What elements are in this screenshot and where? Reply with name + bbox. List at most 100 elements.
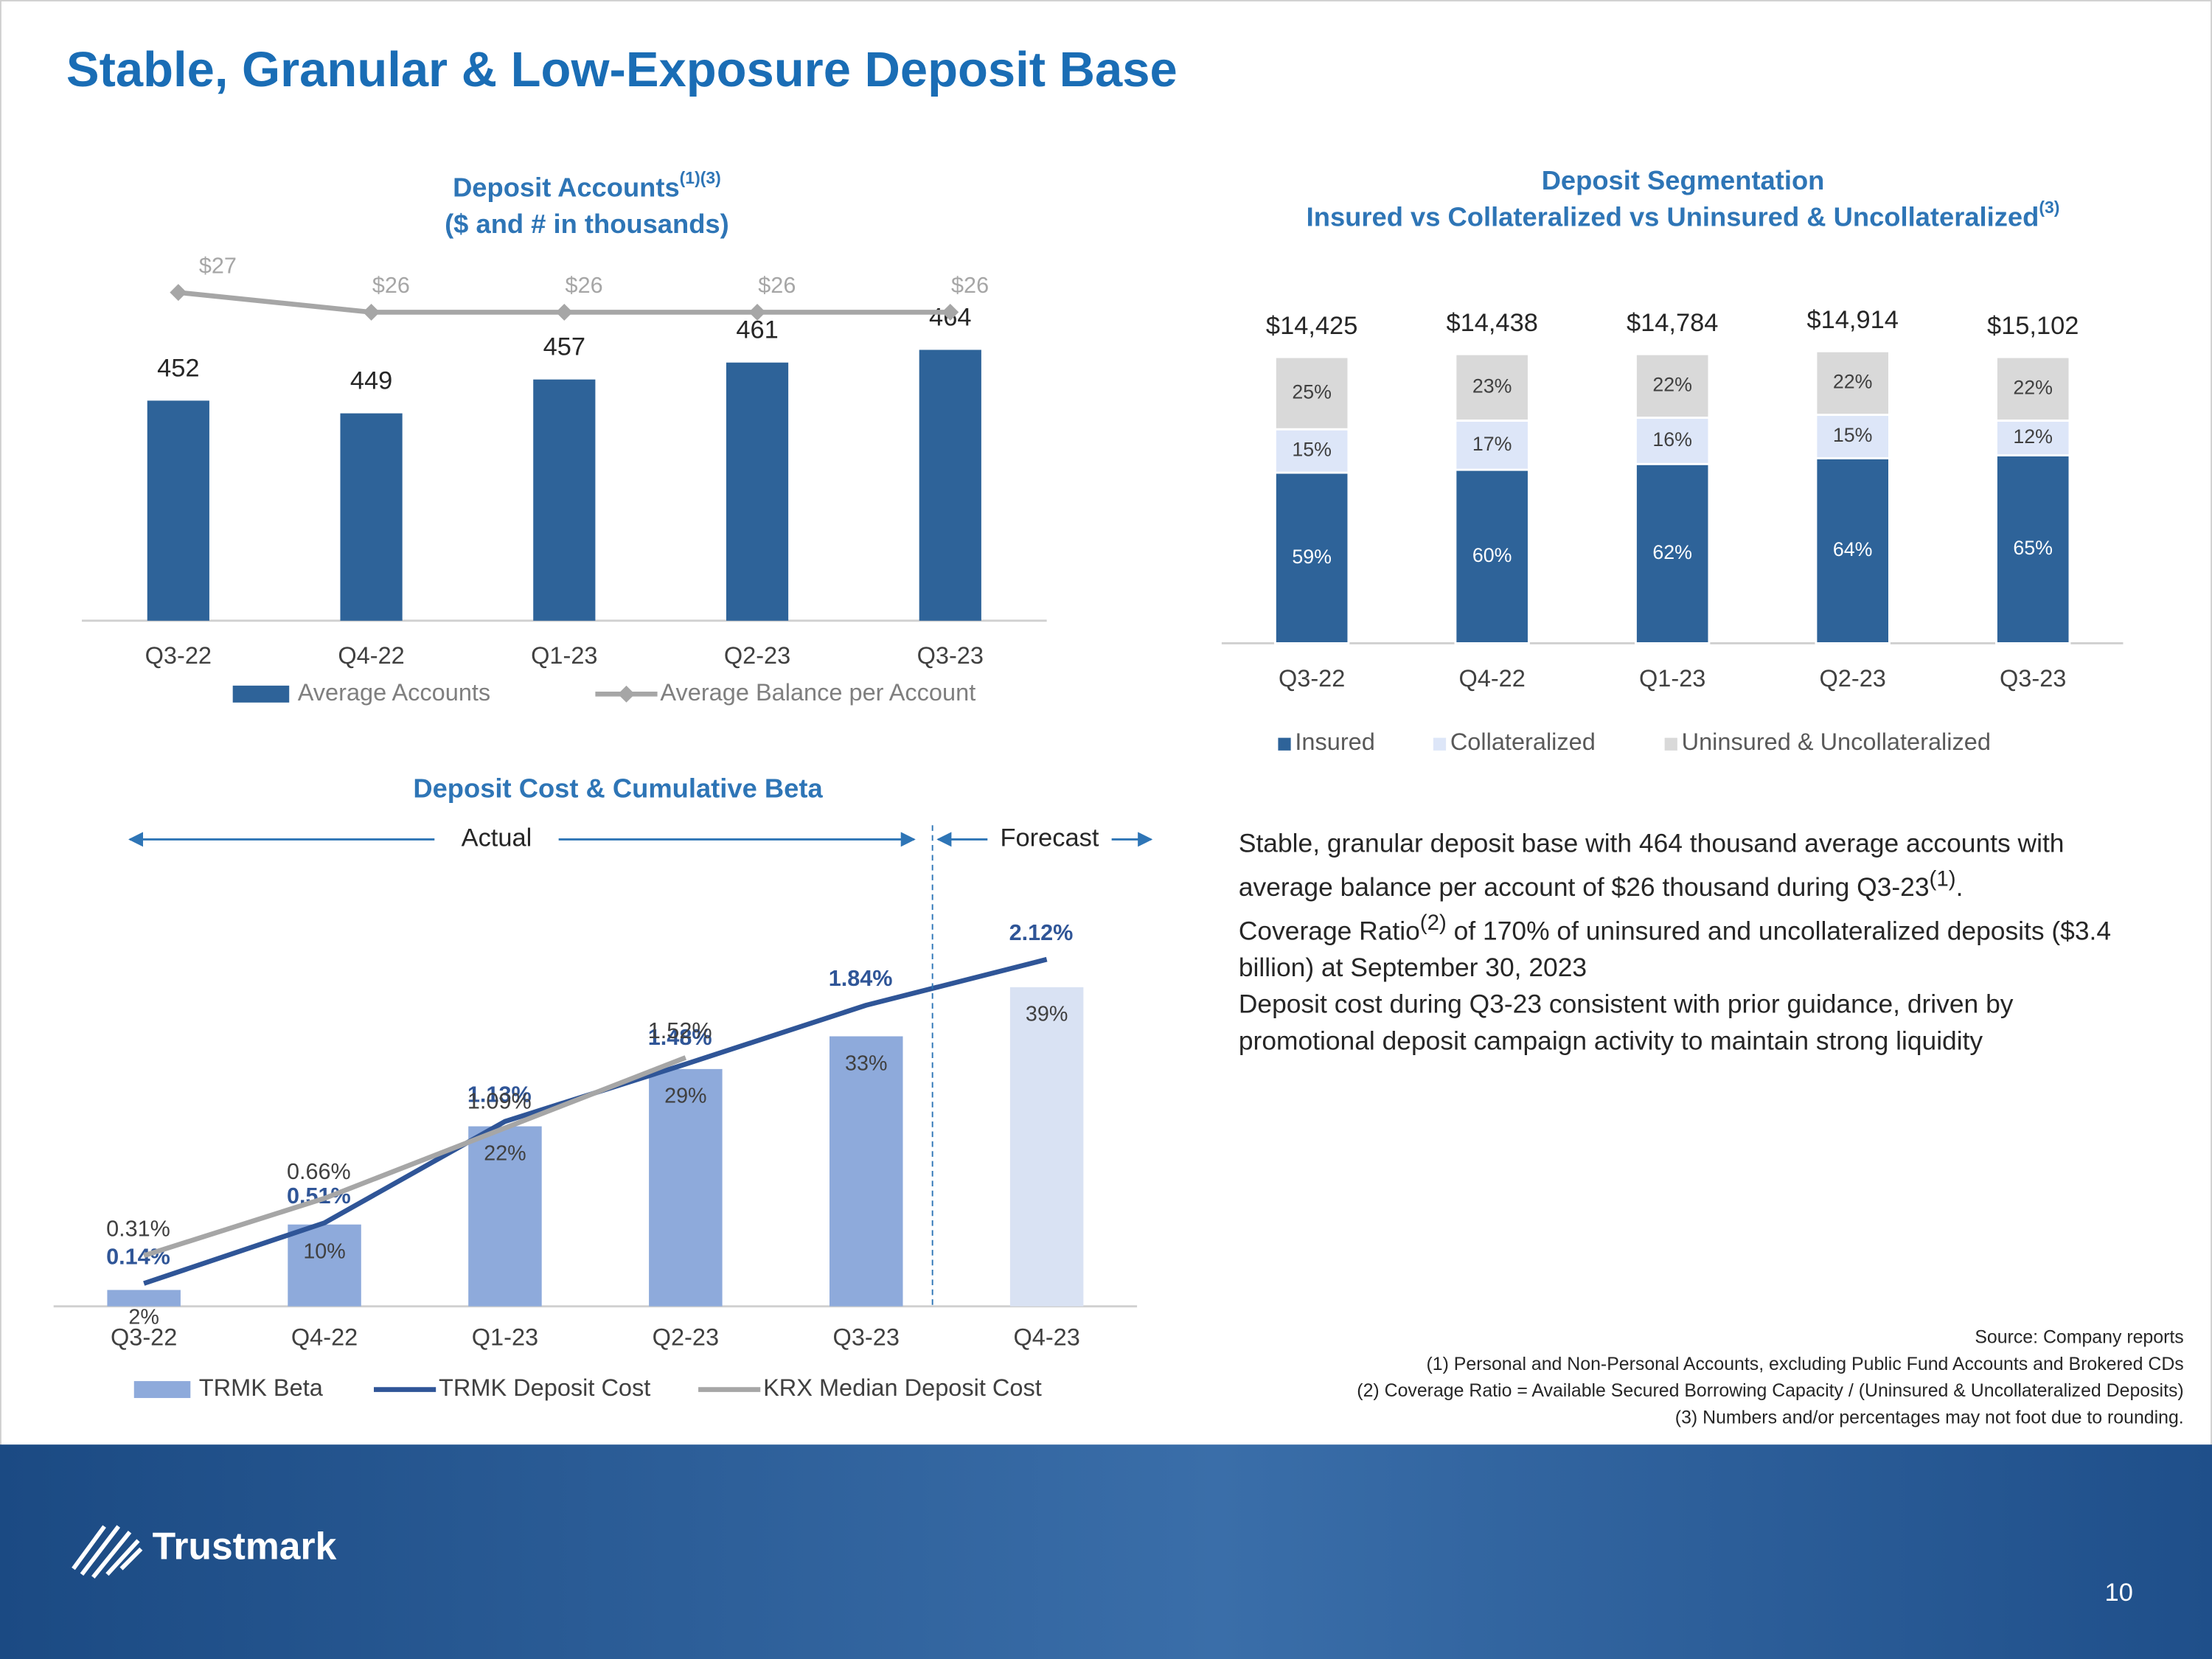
segment-label: 62% bbox=[1652, 541, 1692, 563]
line-value-label: $26 bbox=[566, 273, 603, 298]
slide-title: Stable, Granular & Low-Exposure Deposit … bbox=[66, 42, 1178, 97]
footnote: (2) Coverage Ratio = Available Secured B… bbox=[1357, 1380, 2184, 1401]
x-tick-label: Q3-23 bbox=[917, 642, 984, 669]
x-tick-label: Q4-22 bbox=[291, 1324, 358, 1350]
bullet-note: (1) bbox=[1929, 867, 1956, 892]
chart-title-text: Deposit Accounts bbox=[453, 172, 680, 202]
chart-subtitle-text: ($ and # in thousands) bbox=[445, 209, 729, 239]
line-value-label: $26 bbox=[372, 273, 410, 298]
line-value-label: 1.13% bbox=[467, 1082, 532, 1107]
bar bbox=[829, 1036, 903, 1307]
bullet-text: of 170% of uninsured and uncollateralize… bbox=[1238, 916, 2112, 983]
bar bbox=[533, 379, 596, 621]
bar-segment bbox=[1995, 420, 2071, 456]
line-series bbox=[143, 1055, 687, 1259]
legend-swatch bbox=[1433, 737, 1447, 751]
line-value-label: $26 bbox=[758, 273, 796, 298]
line-value-label: 1.84% bbox=[829, 966, 893, 991]
bar-value-label: 33% bbox=[845, 1051, 887, 1075]
bar-segment bbox=[1273, 471, 1350, 644]
x-tick-label: Q1-23 bbox=[472, 1324, 538, 1350]
bar-segment bbox=[1454, 468, 1530, 644]
bar-value-label: 449 bbox=[350, 367, 392, 395]
x-tick-label: Q4-22 bbox=[1458, 665, 1525, 692]
x-tick-label: Q1-23 bbox=[531, 642, 597, 669]
annotation: Actual bbox=[462, 824, 532, 852]
bar bbox=[107, 1290, 181, 1307]
line-value-label: 2.12% bbox=[1009, 920, 1074, 945]
total-label: $14,425 bbox=[1266, 312, 1357, 340]
bar-segment bbox=[1634, 462, 1711, 644]
footnote: (3) Numbers and/or percentages may not f… bbox=[1674, 1406, 2184, 1428]
bar bbox=[288, 1224, 361, 1307]
x-tick-label: Q3-23 bbox=[2000, 665, 2066, 692]
total-label: $14,438 bbox=[1446, 309, 1537, 337]
total-label: $14,784 bbox=[1627, 309, 1718, 337]
line-value-label: $27 bbox=[199, 253, 237, 278]
bullet-text: Stable, granular deposit base with 464 t… bbox=[1238, 828, 2065, 902]
bullet-text: . bbox=[1955, 872, 1964, 902]
segment-label: 22% bbox=[1652, 373, 1692, 395]
annotation: Forecast bbox=[1001, 824, 1099, 852]
bar-value-label: 2% bbox=[128, 1305, 159, 1329]
line-value-label: 1.52% bbox=[648, 1018, 712, 1043]
footnotes: Source: Company reports (1) Personal and … bbox=[1168, 1324, 2184, 1430]
bullet-text: Deposit cost during Q3-23 consistent wit… bbox=[1238, 989, 2014, 1056]
segment-label: 59% bbox=[1292, 546, 1332, 568]
segment-label: 16% bbox=[1652, 428, 1692, 451]
bar bbox=[468, 1126, 542, 1307]
chart-subtitle-note: (3) bbox=[2039, 198, 2059, 217]
segment-label: 15% bbox=[1833, 424, 1873, 446]
x-tick-label: Q4-22 bbox=[338, 642, 404, 669]
bar bbox=[1009, 987, 1084, 1307]
bullet: Stable, granular deposit base with 464 t… bbox=[1239, 825, 2141, 905]
bar-value-label: 452 bbox=[157, 354, 199, 382]
bullet: Deposit cost during Q3-23 consistent wit… bbox=[1239, 987, 2141, 1060]
bar bbox=[726, 362, 789, 621]
bullet-note: (2) bbox=[1419, 911, 1447, 936]
bar-segment bbox=[1815, 414, 1891, 459]
chart-title-text: Deposit Segmentation bbox=[1542, 164, 1825, 195]
segment-label: 25% bbox=[1292, 380, 1332, 403]
bar-value-label: 39% bbox=[1026, 1003, 1068, 1026]
logo-text: Trustmark bbox=[153, 1524, 337, 1567]
bar bbox=[649, 1068, 723, 1307]
x-tick-label: Q2-23 bbox=[724, 642, 790, 669]
footnote: (1) Personal and Non-Personal Accounts, … bbox=[1426, 1352, 2184, 1374]
bullet-text: Coverage Ratio bbox=[1238, 916, 1420, 946]
legend-swatch bbox=[232, 685, 290, 703]
line-value-label: $26 bbox=[951, 273, 989, 298]
legend-swatch bbox=[1664, 737, 1677, 751]
bullet: Coverage Ratio(2) of 170% of uninsured a… bbox=[1239, 906, 2141, 987]
segment-label: 22% bbox=[2013, 376, 2053, 398]
chart-subtitle: Insured vs Collateralized vs Uninsured &… bbox=[1307, 198, 2060, 232]
bar-segment bbox=[1995, 454, 2071, 644]
segment-label: 65% bbox=[2013, 537, 2053, 559]
chart-subtitle: ($ and # in thousands) bbox=[445, 209, 729, 239]
segment-label: 15% bbox=[1292, 439, 1332, 461]
chart-title: Deposit Segmentation bbox=[1542, 164, 1825, 195]
segment-label: 64% bbox=[1833, 538, 1873, 560]
chart-title-note: (1)(3) bbox=[680, 168, 721, 187]
legend-swatch bbox=[1278, 737, 1291, 751]
segment-label: 12% bbox=[2013, 425, 2053, 448]
bar-value-label: 22% bbox=[484, 1141, 526, 1165]
bar bbox=[147, 400, 209, 621]
bar-segment bbox=[1815, 349, 1891, 417]
line-value-label: 1.48% bbox=[648, 1025, 712, 1050]
legend-label: TRMK Beta bbox=[199, 1374, 324, 1401]
page-number: 10 bbox=[2105, 1579, 2133, 1607]
bar-segment bbox=[1454, 352, 1530, 422]
x-tick-label: Q3-22 bbox=[1279, 665, 1345, 692]
bar-segment bbox=[1815, 456, 1891, 644]
bullet-list: Stable, granular deposit base with 464 t… bbox=[1239, 825, 2141, 1060]
x-tick-label: Q4-23 bbox=[1013, 1324, 1079, 1350]
x-tick-label: Q3-22 bbox=[111, 1324, 177, 1350]
legend-label: Average Accounts bbox=[298, 679, 491, 706]
segment-label: 22% bbox=[1833, 371, 1873, 393]
line-value-label: 0.31% bbox=[106, 1217, 170, 1242]
legend-swatch bbox=[133, 1381, 191, 1399]
